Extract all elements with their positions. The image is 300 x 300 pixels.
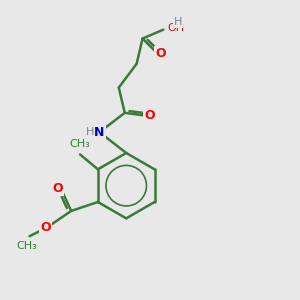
Text: CH₃: CH₃ <box>16 241 37 251</box>
Text: O: O <box>52 182 63 195</box>
Text: OH: OH <box>168 23 185 33</box>
Text: CH₃: CH₃ <box>70 139 90 148</box>
Text: O: O <box>145 109 155 122</box>
Text: H: H <box>174 17 182 27</box>
Text: H: H <box>86 127 94 136</box>
Text: O: O <box>155 47 166 60</box>
Text: N: N <box>94 126 105 139</box>
Text: O: O <box>40 221 51 234</box>
